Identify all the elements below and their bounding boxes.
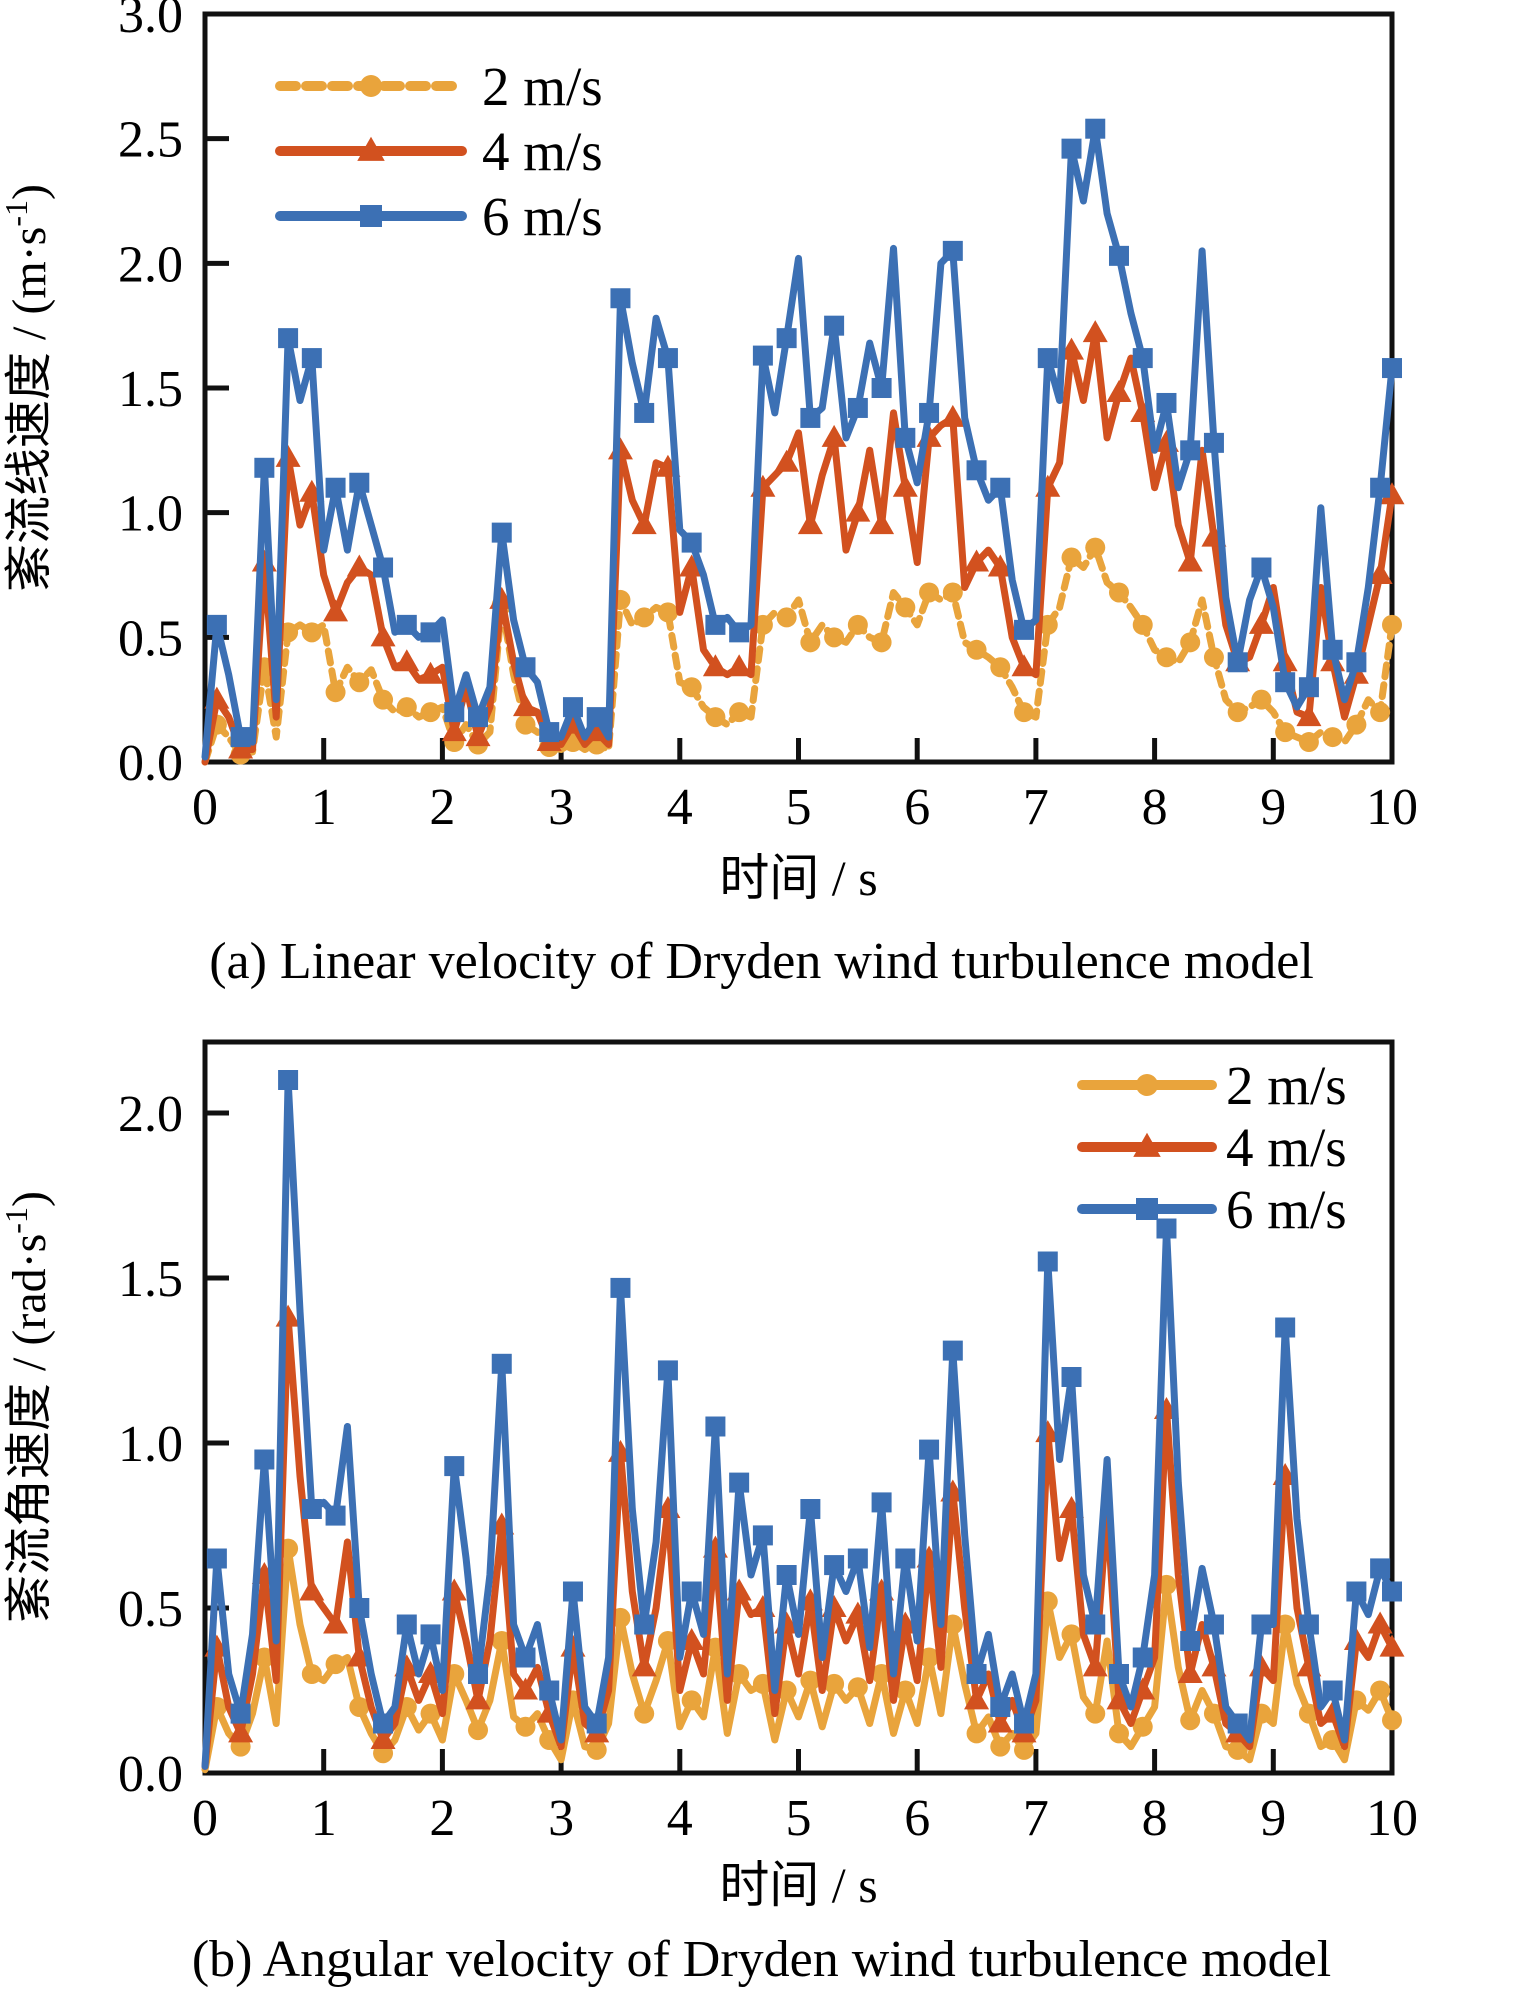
series-line-4ms xyxy=(201,1314,1396,1770)
legend-label: 6 m/s xyxy=(1226,1179,1347,1240)
y-tick-label: 0.5 xyxy=(118,610,183,667)
x-tick-label: 10 xyxy=(1366,1790,1418,1847)
x-tick-label: 7 xyxy=(1023,1790,1049,1847)
caption-b: (b) Angular velocity of Dryden wind turb… xyxy=(191,1931,1332,1988)
legend-label: 6 m/s xyxy=(482,186,603,247)
x-tick-label: 7 xyxy=(1023,779,1049,836)
angular-velocity-chart: 0 1 2 3 4 5 6 7 8 9 10 0.0 0.5 1.0 1.5 2.0 紊流角速度 / (rad·… xyxy=(0,1039,1418,1847)
y-tick-label: 2.0 xyxy=(118,1086,183,1143)
x-tick-label: 8 xyxy=(1142,779,1168,836)
x-tick-label: 0 xyxy=(192,779,218,836)
x-tick-label: 0 xyxy=(192,1790,218,1847)
y-axis-label: 紊流角速度 / (rad·s-1) xyxy=(0,1191,56,1623)
x-tick-label: 5 xyxy=(786,779,812,836)
y-tick-label: 0.0 xyxy=(118,1746,183,1803)
panel-angular-velocity: 0 1 2 3 4 5 6 7 8 9 10 0.0 0.5 1.0 1.5 2.0 紊流角速度 / (rad·… xyxy=(0,1005,1523,2014)
x-tick-label: 5 xyxy=(786,1790,812,1847)
x-tick-label: 10 xyxy=(1366,779,1418,836)
y-tick-label: 1.0 xyxy=(118,486,183,543)
y-tick-label: 2.0 xyxy=(118,236,183,293)
x-axis-label-b: 时间 / s xyxy=(719,1857,878,1913)
caption-a: (a) Linear velocity of Dryden wind turbu… xyxy=(209,933,1314,990)
x-tick-label: 6 xyxy=(904,779,930,836)
x-tick-label: 6 xyxy=(904,1790,930,1847)
legend-label: 4 m/s xyxy=(1226,1117,1347,1178)
y-tick-label: 2.5 xyxy=(118,112,183,169)
series-line-6ms xyxy=(201,1076,1396,1770)
y-tick-label: 0.0 xyxy=(118,735,183,792)
x-tick-label: 3 xyxy=(548,779,574,836)
x-tick-label: 1 xyxy=(311,1790,337,1847)
x-tick-label: 8 xyxy=(1142,1790,1168,1847)
x-tick-label: 4 xyxy=(667,1790,693,1847)
legend-label: 4 m/s xyxy=(482,121,603,182)
series-line-2ms xyxy=(201,1545,1396,1774)
x-tick-label: 1 xyxy=(311,779,337,836)
x-tick-label: 3 xyxy=(548,1790,574,1847)
x-tick-label: 4 xyxy=(667,779,693,836)
y-axis-label: 紊流线速度 / (m·s-1) xyxy=(0,184,56,592)
legend: 2 m/s4 m/s6 m/s xyxy=(1077,1055,1347,1240)
series-markers-6ms xyxy=(206,118,1402,748)
series-markers-6ms xyxy=(206,1070,1402,1734)
legend-label: 2 m/s xyxy=(482,56,603,117)
legend-label: 2 m/s xyxy=(1226,1055,1347,1116)
panel-linear-velocity: 0 1 2 3 4 5 6 7 8 9 10 0.0 0.5 1.0 1.5 2.0 2.5 3.0 紊流线速度 /… xyxy=(0,0,1523,1005)
x-tick-label: 2 xyxy=(429,1790,455,1847)
y-tick-label: 0.5 xyxy=(118,1581,183,1638)
legend: 2 m/s4 m/s6 m/s xyxy=(275,56,603,247)
y-tick-label: 1.5 xyxy=(118,1251,183,1308)
y-tick-label: 3.0 xyxy=(118,0,183,44)
linear-velocity-chart: 0 1 2 3 4 5 6 7 8 9 10 0.0 0.5 1.0 1.5 2.0 2.5 3.0 紊流线速度 /… xyxy=(0,0,1418,836)
y-tick-label: 1.5 xyxy=(118,361,183,418)
series-markers-2ms xyxy=(206,1538,1402,1764)
x-tick-label: 2 xyxy=(429,779,455,836)
x-tick-label: 9 xyxy=(1260,1790,1286,1847)
y-tick-label: 1.0 xyxy=(118,1416,183,1473)
x-axis-label-a: 时间 / s xyxy=(719,850,878,906)
x-tick-label: 9 xyxy=(1260,779,1286,836)
